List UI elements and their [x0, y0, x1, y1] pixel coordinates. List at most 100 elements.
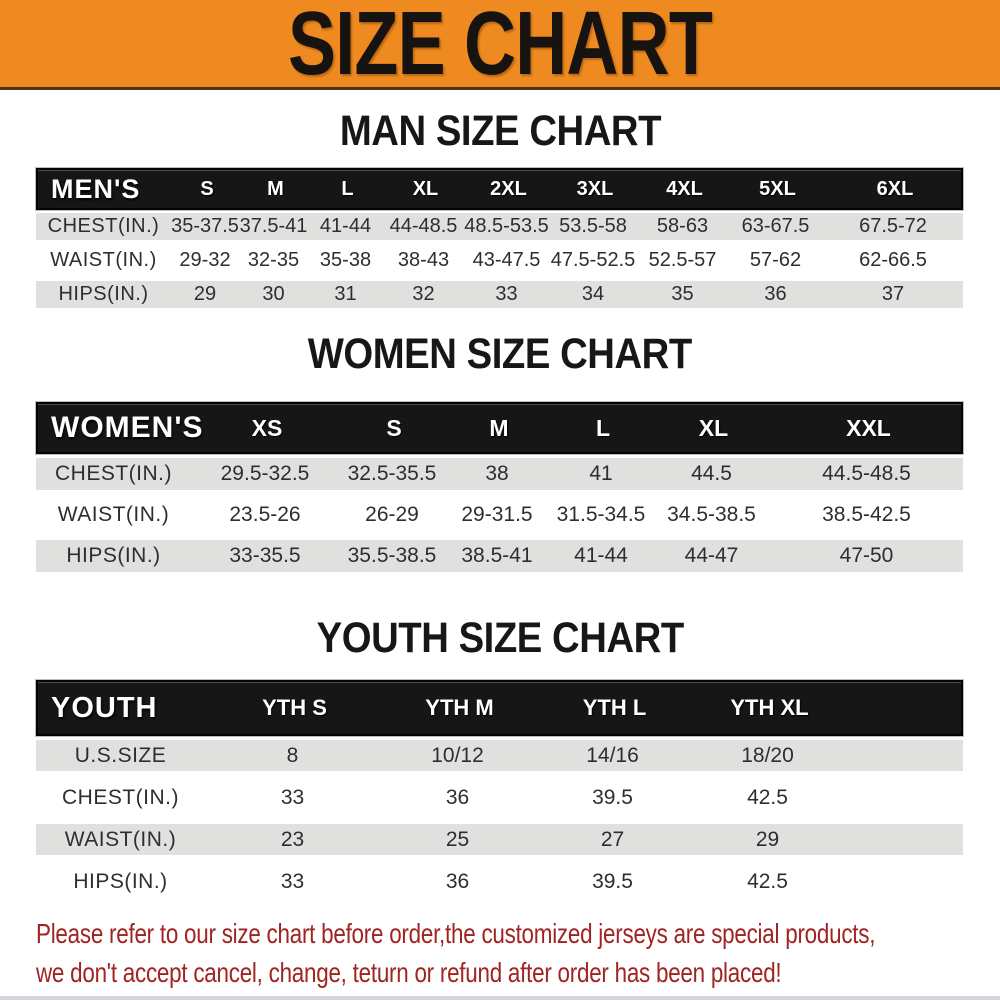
row-label: U.S.SIZE — [74, 743, 167, 767]
size-value: 33 — [280, 785, 305, 809]
men-chest-row: CHEST(IN.) 35-37.5 37.5-41 41-44 44-48.5… — [36, 213, 963, 240]
men-size-header: L — [341, 177, 354, 200]
men-corner-label: MEN'S — [51, 173, 141, 204]
size-value: 38 — [485, 462, 509, 485]
women-section-title: WOMEN SIZE CHART — [0, 333, 1000, 376]
size-value: 41 — [589, 462, 613, 485]
row-label: HIPS(IN.) — [66, 544, 161, 567]
size-value: 57-62 — [749, 249, 802, 271]
size-value: 29.5-32.5 — [220, 462, 310, 485]
size-value: 14/16 — [586, 743, 639, 767]
size-value: 42.5 — [747, 869, 788, 893]
youth-corner-label: YOUTH — [51, 691, 158, 724]
size-value: 44.5-48.5 — [822, 462, 911, 485]
size-value: 29-31.5 — [461, 503, 533, 526]
disclaimer: Please refer to our size chart before or… — [0, 914, 1000, 992]
size-value: 32 — [412, 283, 435, 305]
size-value: 10/12 — [431, 743, 484, 767]
men-section-title: MAN SIZE CHART — [0, 110, 1000, 153]
size-value: 58-63 — [656, 215, 709, 237]
men-size-header: M — [267, 177, 284, 200]
size-value: 62-66.5 — [859, 249, 927, 271]
youth-ussize-row: U.S.SIZE 8 10/12 14/16 18/20 — [36, 740, 963, 771]
size-value: 33-35.5 — [229, 544, 301, 567]
size-value: 33 — [280, 869, 305, 893]
size-value: 33 — [495, 283, 518, 305]
men-size-header: 5XL — [759, 177, 796, 200]
size-value: 44.5 — [691, 462, 732, 485]
women-size-header: L — [595, 414, 611, 441]
row-label: CHEST(IN.) — [47, 215, 160, 237]
women-size-header: XXL — [846, 414, 891, 441]
row-label: WAIST(IN.) — [64, 827, 177, 851]
youth-size-header: YTH M — [425, 695, 494, 720]
size-value: 48.5-53.5 — [464, 215, 549, 237]
size-value: 41-44 — [319, 215, 372, 237]
youth-hips-row: HIPS(IN.) 33 36 39.5 42.5 — [36, 866, 963, 897]
size-value: 63-67.5 — [741, 215, 810, 237]
size-value: 67.5-72 — [859, 215, 927, 237]
youth-size-header: YTH XL — [730, 695, 809, 720]
size-value: 35-37.5 — [171, 215, 239, 237]
size-value: 47.5-52.5 — [550, 249, 636, 271]
youth-header-row: YOUTH YTH S YTH M YTH L YTH XL — [36, 680, 963, 736]
size-value: 36 — [764, 283, 787, 305]
size-value: 42.5 — [747, 785, 788, 809]
size-value: 36 — [445, 869, 470, 893]
women-header-row: WOMEN'S XS S M L XL XXL — [36, 402, 963, 454]
size-chart-banner: SIZE CHART — [0, 0, 1000, 90]
men-header-row: MEN'S S M L XL 2XL 3XL 4XL 5XL 6XL — [36, 168, 963, 210]
men-section-title-text: MAN SIZE CHART — [339, 107, 661, 155]
size-value: 37 — [881, 283, 905, 305]
men-size-header: 2XL — [490, 177, 527, 200]
size-value: 38.5-42.5 — [822, 503, 911, 526]
women-size-header: XL — [698, 414, 729, 441]
size-value: 39.5 — [592, 869, 633, 893]
size-value: 29-32 — [179, 249, 231, 271]
men-waist-row: WAIST(IN.) 29-32 32-35 35-38 38-43 43-47… — [36, 247, 963, 274]
size-value: 27 — [600, 827, 625, 851]
size-value: 23.5-26 — [229, 503, 301, 526]
size-value: 37.5-41 — [239, 215, 308, 237]
youth-size-table: YOUTH YTH S YTH M YTH L YTH XL U.S.SIZE … — [36, 680, 963, 897]
men-size-header: XL — [412, 177, 439, 200]
size-value: 41-44 — [574, 544, 628, 567]
size-value: 38.5-41 — [461, 544, 533, 567]
size-value: 31.5-34.5 — [556, 503, 646, 526]
size-value: 38-43 — [397, 249, 450, 271]
women-corner-label: WOMEN'S — [51, 411, 204, 444]
row-label: CHEST(IN.) — [62, 785, 179, 809]
size-value: 18/20 — [741, 743, 794, 767]
women-size-header: M — [489, 414, 509, 441]
men-size-header: 3XL — [576, 177, 614, 200]
men-size-header: 6XL — [876, 177, 914, 200]
size-value: 36 — [445, 785, 470, 809]
size-value: 53.5-58 — [559, 215, 627, 237]
size-value: 44-47 — [684, 544, 739, 567]
row-label: HIPS(IN.) — [73, 869, 168, 893]
row-label: WAIST(IN.) — [57, 503, 170, 526]
women-chest-row: CHEST(IN.) 29.5-32.5 32.5-35.5 38 41 44.… — [36, 458, 963, 490]
row-label: HIPS(IN.) — [58, 283, 149, 305]
women-section-title-text: WOMEN SIZE CHART — [307, 330, 693, 378]
row-label: WAIST(IN.) — [50, 249, 157, 271]
banner-title: SIZE CHART — [235, 0, 765, 89]
size-value: 47-50 — [839, 544, 894, 567]
men-size-table: MEN'S S M L XL 2XL 3XL 4XL 5XL 6XL CHEST… — [36, 168, 963, 308]
youth-size-header: YTH S — [262, 695, 327, 720]
size-value: 44-48.5 — [389, 215, 458, 237]
disclaimer-line-1: Please refer to our size chart before or… — [36, 918, 876, 949]
size-value: 35.5-38.5 — [347, 544, 437, 567]
women-hips-row: HIPS(IN.) 33-35.5 35.5-38.5 38.5-41 41-4… — [36, 540, 963, 572]
women-size-header: XS — [251, 414, 283, 441]
size-value: 31 — [334, 283, 357, 305]
size-value: 26-29 — [365, 503, 419, 526]
women-size-table: WOMEN'S XS S M L XL XXL CHEST(IN.) 29.5-… — [36, 402, 963, 572]
size-value: 32.5-35.5 — [347, 462, 437, 485]
youth-chest-row: CHEST(IN.) 33 36 39.5 42.5 — [36, 782, 963, 813]
size-value: 52.5-57 — [648, 249, 717, 271]
size-value: 35 — [671, 283, 694, 305]
size-value: 8 — [286, 743, 299, 767]
size-value: 35-38 — [319, 249, 372, 271]
size-value: 25 — [445, 827, 470, 851]
